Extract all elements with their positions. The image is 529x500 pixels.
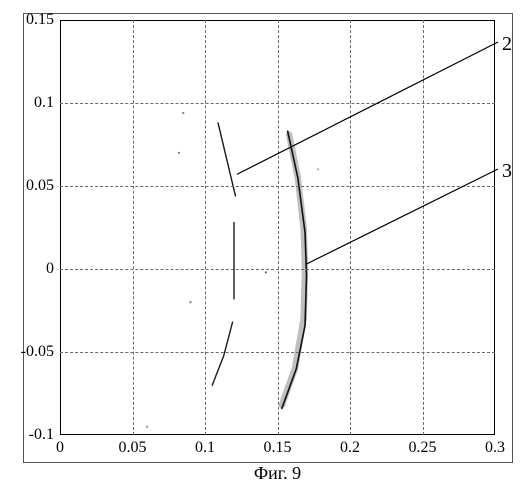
noise-dot xyxy=(146,426,148,428)
noise-dot xyxy=(317,168,319,170)
xtick-label: 0.3 xyxy=(485,439,505,457)
xtick-label: 0.25 xyxy=(409,439,437,457)
xtick-label: 0 xyxy=(56,439,64,457)
ytick-label: 0.1 xyxy=(34,94,54,112)
series-seg-upper-left xyxy=(218,123,235,196)
xtick-label: 0.15 xyxy=(264,439,292,457)
gridline-h xyxy=(60,269,495,270)
plot-area xyxy=(60,20,495,435)
xtick-label: 0.2 xyxy=(340,439,360,457)
noise-dot xyxy=(189,301,191,303)
callout-label: 2 xyxy=(502,33,512,56)
xtick-label: 0.1 xyxy=(195,439,215,457)
noise-dot xyxy=(182,112,184,114)
ytick-label: -0.05 xyxy=(21,343,54,361)
gridline-v xyxy=(350,20,351,435)
ytick-label: 0 xyxy=(46,260,54,278)
noise-dot xyxy=(265,271,267,273)
xtick-label: 0.05 xyxy=(119,439,147,457)
gridline-v xyxy=(205,20,206,435)
gridline-h xyxy=(60,352,495,353)
series-seg-lower-left xyxy=(212,322,232,385)
callout-label: 3 xyxy=(502,160,512,183)
gridline-v xyxy=(133,20,134,435)
figure-caption: Фиг. 9 xyxy=(254,463,301,484)
ytick-label: -0.1 xyxy=(29,426,54,444)
gridline-h xyxy=(60,186,495,187)
noise-dot xyxy=(178,152,180,154)
gridline-h xyxy=(60,103,495,104)
gridline-v xyxy=(278,20,279,435)
ytick-label: 0.15 xyxy=(26,11,54,29)
ytick-label: 0.05 xyxy=(26,177,54,195)
gridline-v xyxy=(423,20,424,435)
